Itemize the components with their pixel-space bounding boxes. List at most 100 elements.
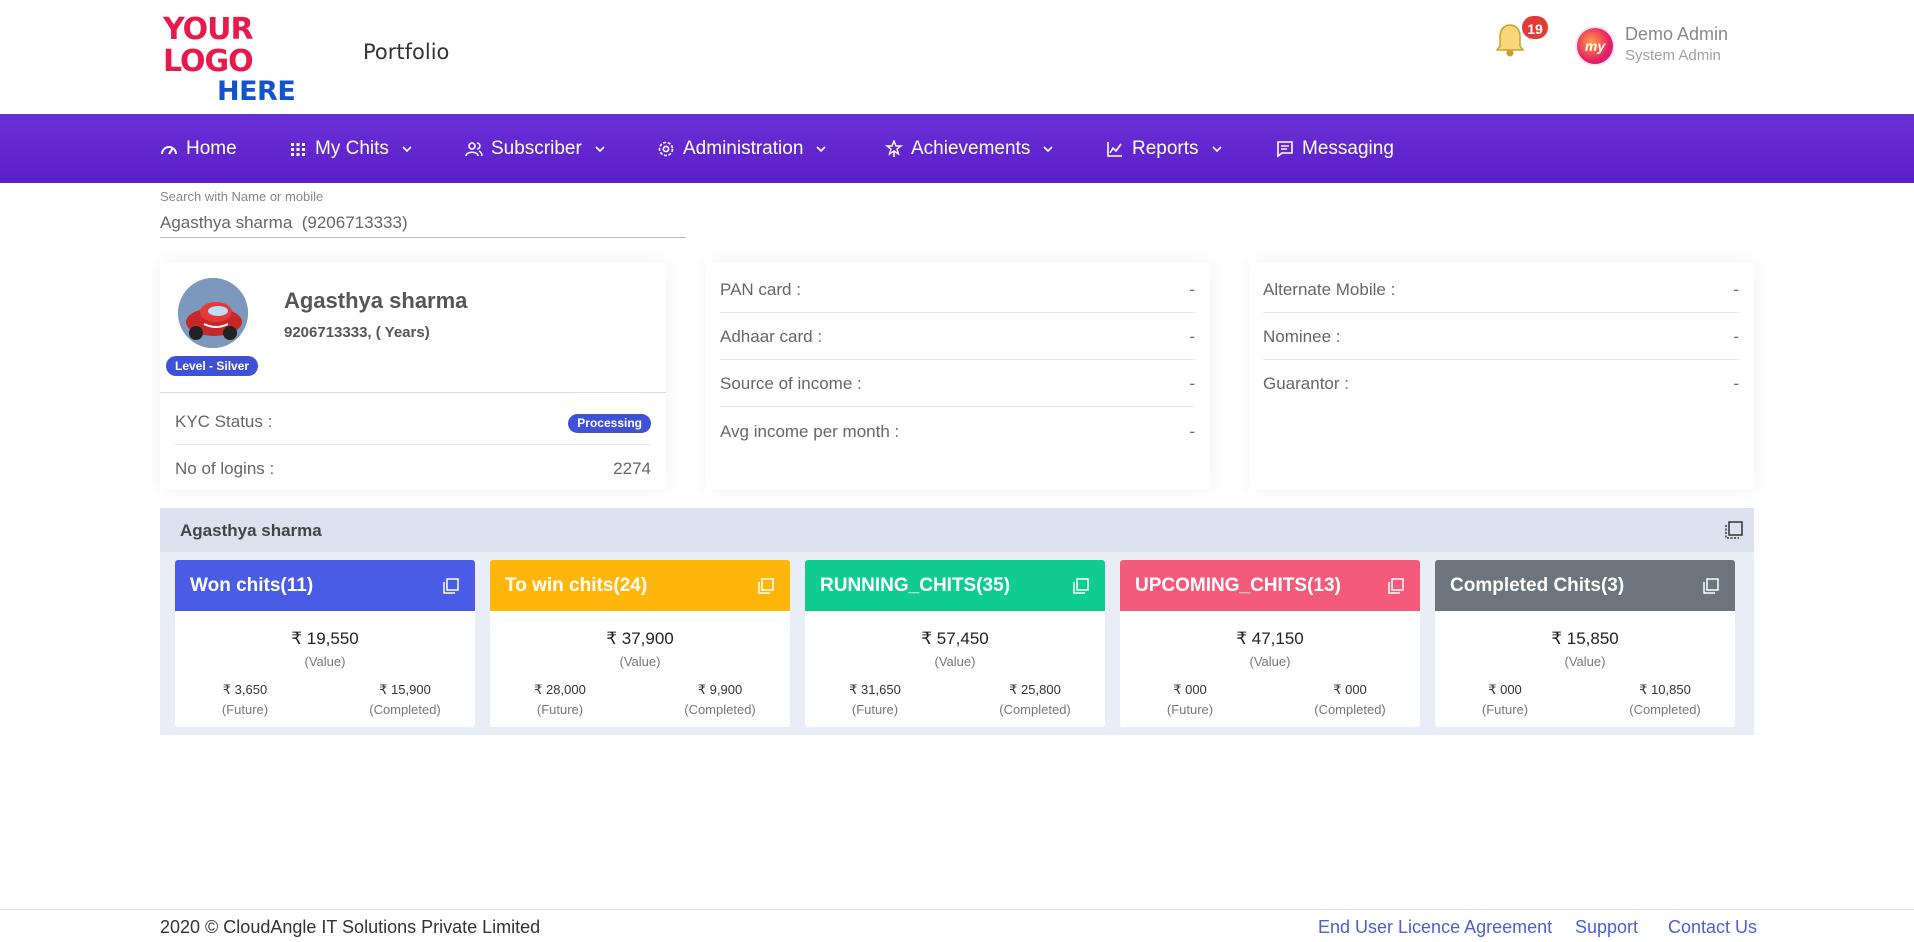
profile-name: Agasthya sharma: [284, 288, 468, 313]
nav-item-administration[interactable]: Administration: [657, 114, 827, 183]
copy-icon[interactable]: [757, 577, 775, 595]
info-row-label: PAN card :: [720, 280, 801, 299]
stat-card-title: RUNNING_CHITS(35): [820, 574, 1011, 596]
award-icon: [885, 139, 903, 157]
page-footer: 2020 © CloudAngle IT Solutions Private L…: [0, 909, 1914, 942]
stat-card-header: UPCOMING_CHITS(13): [1120, 560, 1420, 611]
nav-label-achievements: Achievements: [911, 137, 1031, 159]
logins-label: No of logins :: [175, 459, 275, 478]
chevron-down-icon: [402, 145, 412, 152]
info-row-value: -: [1733, 280, 1739, 299]
message-icon: [1277, 140, 1293, 158]
chevron-down-icon: [1211, 145, 1222, 152]
stat-completed-value: ₹ 000: [1333, 682, 1367, 697]
stat-card-header: To win chits(24): [490, 560, 790, 611]
stat-card-to-win-chits[interactable]: To win chits(24) ₹ 37,900 (Value) ₹ 28,0…: [490, 560, 790, 727]
stat-card-upcoming-chits[interactable]: UPCOMING_CHITS(13) ₹ 47,150 (Value) ₹ 00…: [1120, 560, 1420, 727]
nav-item-my-chits[interactable]: My Chits: [289, 114, 413, 183]
footer-link-support[interactable]: Support: [1575, 917, 1639, 937]
main-navbar: Home My Chits Subscriber Administration …: [0, 114, 1914, 183]
stat-future-label: (Future): [536, 702, 584, 717]
nav-item-subscriber[interactable]: Subscriber: [465, 114, 606, 183]
stat-future-label: (Future): [1166, 702, 1214, 717]
footer-copyright: 2020 © CloudAngle IT Solutions Private L…: [160, 917, 541, 937]
stat-total-label: (Value): [1564, 654, 1606, 669]
page-title: Portfolio: [363, 40, 450, 64]
copy-icon[interactable]: [442, 577, 460, 595]
info-row-value: -: [1733, 374, 1739, 393]
notification-bell-icon[interactable]: [1494, 22, 1526, 58]
stat-completed-label: (Completed): [1314, 702, 1386, 717]
stat-card-running-chits[interactable]: RUNNING_CHITS(35) ₹ 57,450 (Value) ₹ 31,…: [805, 560, 1105, 727]
gear-icon: [658, 141, 674, 156]
stat-card-completed-chits[interactable]: Completed Chits(3) ₹ 15,850 (Value) ₹ 00…: [1435, 560, 1735, 727]
nav-item-achievements[interactable]: Achievements: [885, 114, 1054, 183]
stat-completed-value: ₹ 15,900: [379, 682, 431, 697]
nav-label-subscriber: Subscriber: [491, 137, 582, 159]
list-view-icon[interactable]: [1724, 520, 1744, 540]
user-name[interactable]: Demo Admin: [1625, 24, 1729, 44]
stat-card-title: UPCOMING_CHITS(13): [1135, 574, 1341, 596]
footer-link-contact[interactable]: Contact Us: [1668, 917, 1758, 937]
chart-icon: [1107, 141, 1122, 157]
stat-future-label: (Future): [221, 702, 269, 717]
divider: [720, 406, 1195, 407]
stat-future-value: ₹ 28,000: [534, 682, 586, 697]
info-row-value: -: [1189, 280, 1195, 299]
info-row-label: Avg income per month :: [720, 422, 900, 441]
search-label: Search with Name or mobile: [160, 189, 324, 204]
copy-icon[interactable]: [1072, 577, 1090, 595]
chevron-down-icon: [816, 145, 826, 152]
copy-icon[interactable]: [1702, 577, 1720, 595]
identity-info-card: PAN card : - Adhaar card : - Source of i…: [705, 262, 1210, 490]
notification-count-badge[interactable]: 19: [1520, 14, 1550, 41]
nav-item-messaging[interactable]: Messaging: [1276, 114, 1394, 183]
stat-completed-label: (Completed): [369, 702, 441, 717]
info-row-label: Nominee :: [1263, 327, 1341, 346]
contact-info-card: Alternate Mobile : - Nominee : - Guarant…: [1249, 262, 1754, 490]
stat-future-value: ₹ 000: [1488, 682, 1522, 697]
chevron-down-icon: [1043, 145, 1053, 152]
stat-total-label: (Value): [934, 654, 976, 669]
stat-completed-label: (Completed): [1629, 702, 1701, 717]
info-row-value: -: [1189, 374, 1195, 393]
nav-label-reports: Reports: [1132, 137, 1199, 159]
divider: [720, 359, 1195, 360]
stat-card-title: To win chits(24): [505, 574, 648, 596]
nav-label-messaging: Messaging: [1302, 137, 1394, 159]
nav-label-home: Home: [186, 137, 237, 159]
stat-card-title: Won chits(11): [190, 574, 314, 596]
nav-item-reports[interactable]: Reports: [1106, 114, 1223, 183]
summary-title: Agasthya sharma: [180, 521, 322, 540]
footer-link-eula[interactable]: End User Licence Agreement: [1318, 917, 1553, 937]
stat-future-value: ₹ 3,650: [222, 682, 268, 697]
dashboard-gauge-icon: [161, 145, 177, 155]
user-avatar[interactable]: my: [1575, 26, 1615, 66]
stat-completed-label: (Completed): [999, 702, 1071, 717]
profile-card: Level - Silver Agasthya sharma 920671333…: [160, 262, 666, 490]
stat-completed-label: (Completed): [684, 702, 756, 717]
car-avatar-icon: [178, 278, 248, 348]
nav-label-administration: Administration: [683, 137, 804, 159]
divider: [1263, 359, 1739, 360]
stat-total-label: (Value): [619, 654, 661, 669]
search-input[interactable]: [160, 208, 686, 238]
copy-icon[interactable]: [1387, 577, 1405, 595]
divider: [175, 444, 651, 445]
stat-total-value: ₹ 57,450: [921, 629, 989, 648]
stat-completed-value: ₹ 10,850: [1639, 682, 1691, 697]
kyc-status-badge: Processing: [568, 414, 651, 433]
stat-card-header: RUNNING_CHITS(35): [805, 560, 1105, 611]
stat-card-header: Won chits(11): [175, 560, 475, 611]
kyc-status-label: KYC Status :: [175, 412, 273, 431]
nav-item-home[interactable]: Home: [160, 114, 237, 183]
summary-header: Agasthya sharma: [160, 508, 1754, 552]
profile-phone: 9206713333, ( Years): [284, 324, 430, 341]
stat-future-value: ₹ 000: [1173, 682, 1207, 697]
info-row-value: -: [1189, 422, 1195, 441]
info-row-label: Source of income :: [720, 374, 862, 393]
stat-card-won-chits[interactable]: Won chits(11) ₹ 19,550 (Value) ₹ 3,650 (…: [175, 560, 475, 727]
info-row-label: Adhaar card :: [720, 327, 823, 346]
company-logo[interactable]: YOUR LOGO HERE: [163, 14, 338, 106]
info-row-value: -: [1189, 327, 1195, 346]
